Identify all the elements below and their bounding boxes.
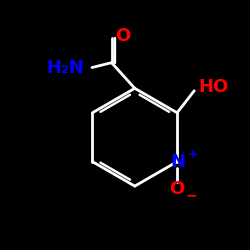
Text: HO: HO	[198, 78, 228, 96]
Text: H₂N: H₂N	[47, 58, 85, 76]
Text: O: O	[170, 180, 185, 198]
Text: +: +	[188, 148, 199, 161]
Text: N: N	[171, 153, 186, 171]
Text: O: O	[115, 27, 130, 45]
Text: −: −	[185, 188, 197, 202]
